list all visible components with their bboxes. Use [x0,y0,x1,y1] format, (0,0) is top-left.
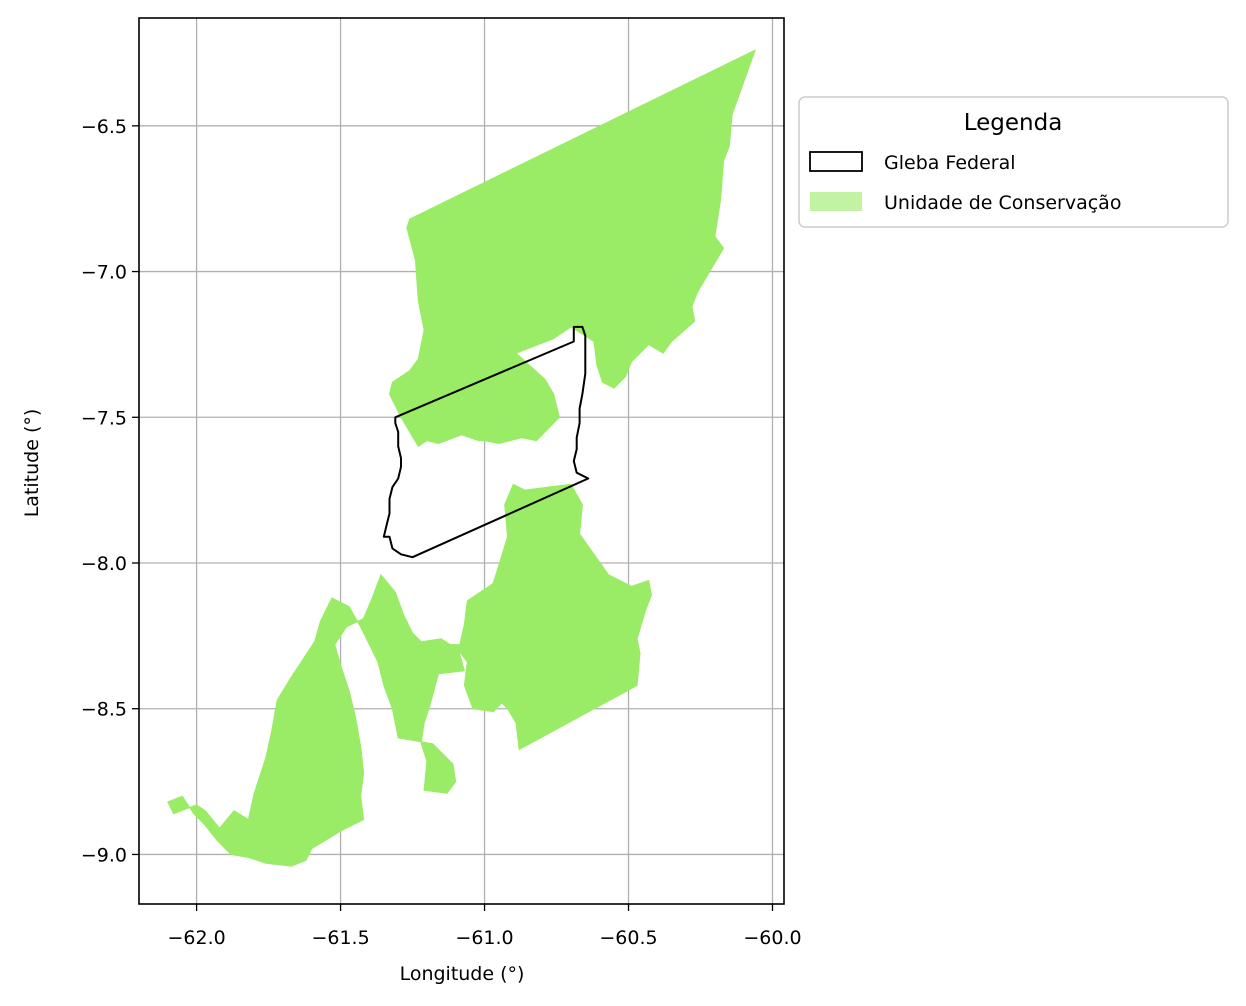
x-tick-label: −61.0 [455,927,513,949]
y-tick-label: −7.0 [81,262,127,284]
y-tick-label: −7.5 [81,407,127,429]
x-tick-label: −60.5 [599,927,657,949]
gleba-federal-outline [382,325,590,559]
y-axis-label: Latitude (°) [21,409,43,518]
legend-frame [798,96,1229,228]
legend-swatch-gleba-federal [809,151,863,172]
unidade-de-conservacao-polygon [458,483,652,750]
map-layers [167,49,756,867]
x-tick-label: −60.0 [743,927,801,949]
legend-title: Legenda [964,110,1063,136]
legend-label-gleba-federal: Gleba Federal [884,152,1016,174]
legend-swatch-unidade-de-conservacao [810,192,862,211]
unidade-de-conservacao-polygon [389,131,589,447]
y-tick-label: −8.5 [81,699,127,721]
legend: Legenda Gleba Federal Unidade de Conserv… [798,96,1229,228]
legend-label-unidade-de-conservacao: Unidade de Conservação [884,192,1121,214]
y-tick-label: −9.0 [81,844,127,866]
y-tick-label: −8.0 [81,553,127,575]
x-axis-label: Longitude (°) [400,963,525,985]
x-tick-label: −62.0 [167,927,225,949]
x-tick-label: −61.5 [311,927,369,949]
unidade-de-conservacao-polygon [167,574,465,867]
plot-frame [138,17,785,905]
y-tick-label: −6.5 [81,116,127,138]
axis-ticks: −62.0 −61.5 −61.0 −60.5 −60.0 −6.5 −7.0 −7.5 −8.… [81,116,802,949]
